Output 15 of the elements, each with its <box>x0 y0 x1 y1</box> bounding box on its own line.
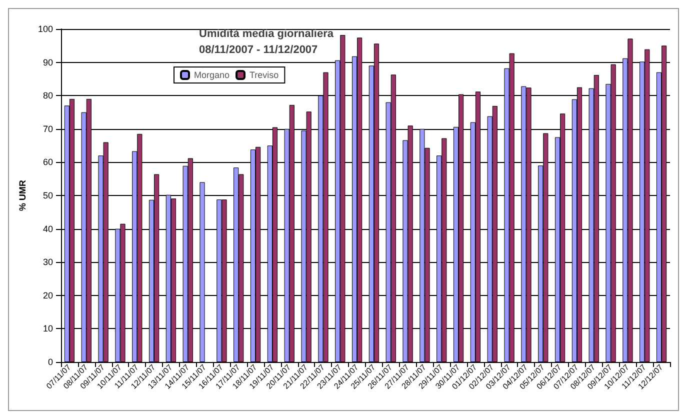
legend-label: Morgano <box>194 70 230 80</box>
y-axis-title: % UMR <box>18 180 28 211</box>
y-tick-label: 60 <box>42 157 53 168</box>
y-tick-label: 80 <box>42 90 53 101</box>
y-tick-label: 50 <box>42 190 53 200</box>
y-tick-label: 30 <box>42 257 53 268</box>
y-tick-label: 40 <box>42 224 53 234</box>
y-tick-label: 100 <box>38 24 53 34</box>
y-tick-label: 90 <box>42 57 53 68</box>
y-tick-label: 10 <box>42 324 53 334</box>
y-tick-label: 20 <box>42 290 53 300</box>
y-tick-label: 70 <box>42 124 53 134</box>
y-tick-label: 0 <box>48 357 53 367</box>
text: Umidità media giornaliera 08/11/2007 - 11/12/2007 <box>199 28 334 56</box>
legend-label: Treviso <box>250 70 279 80</box>
